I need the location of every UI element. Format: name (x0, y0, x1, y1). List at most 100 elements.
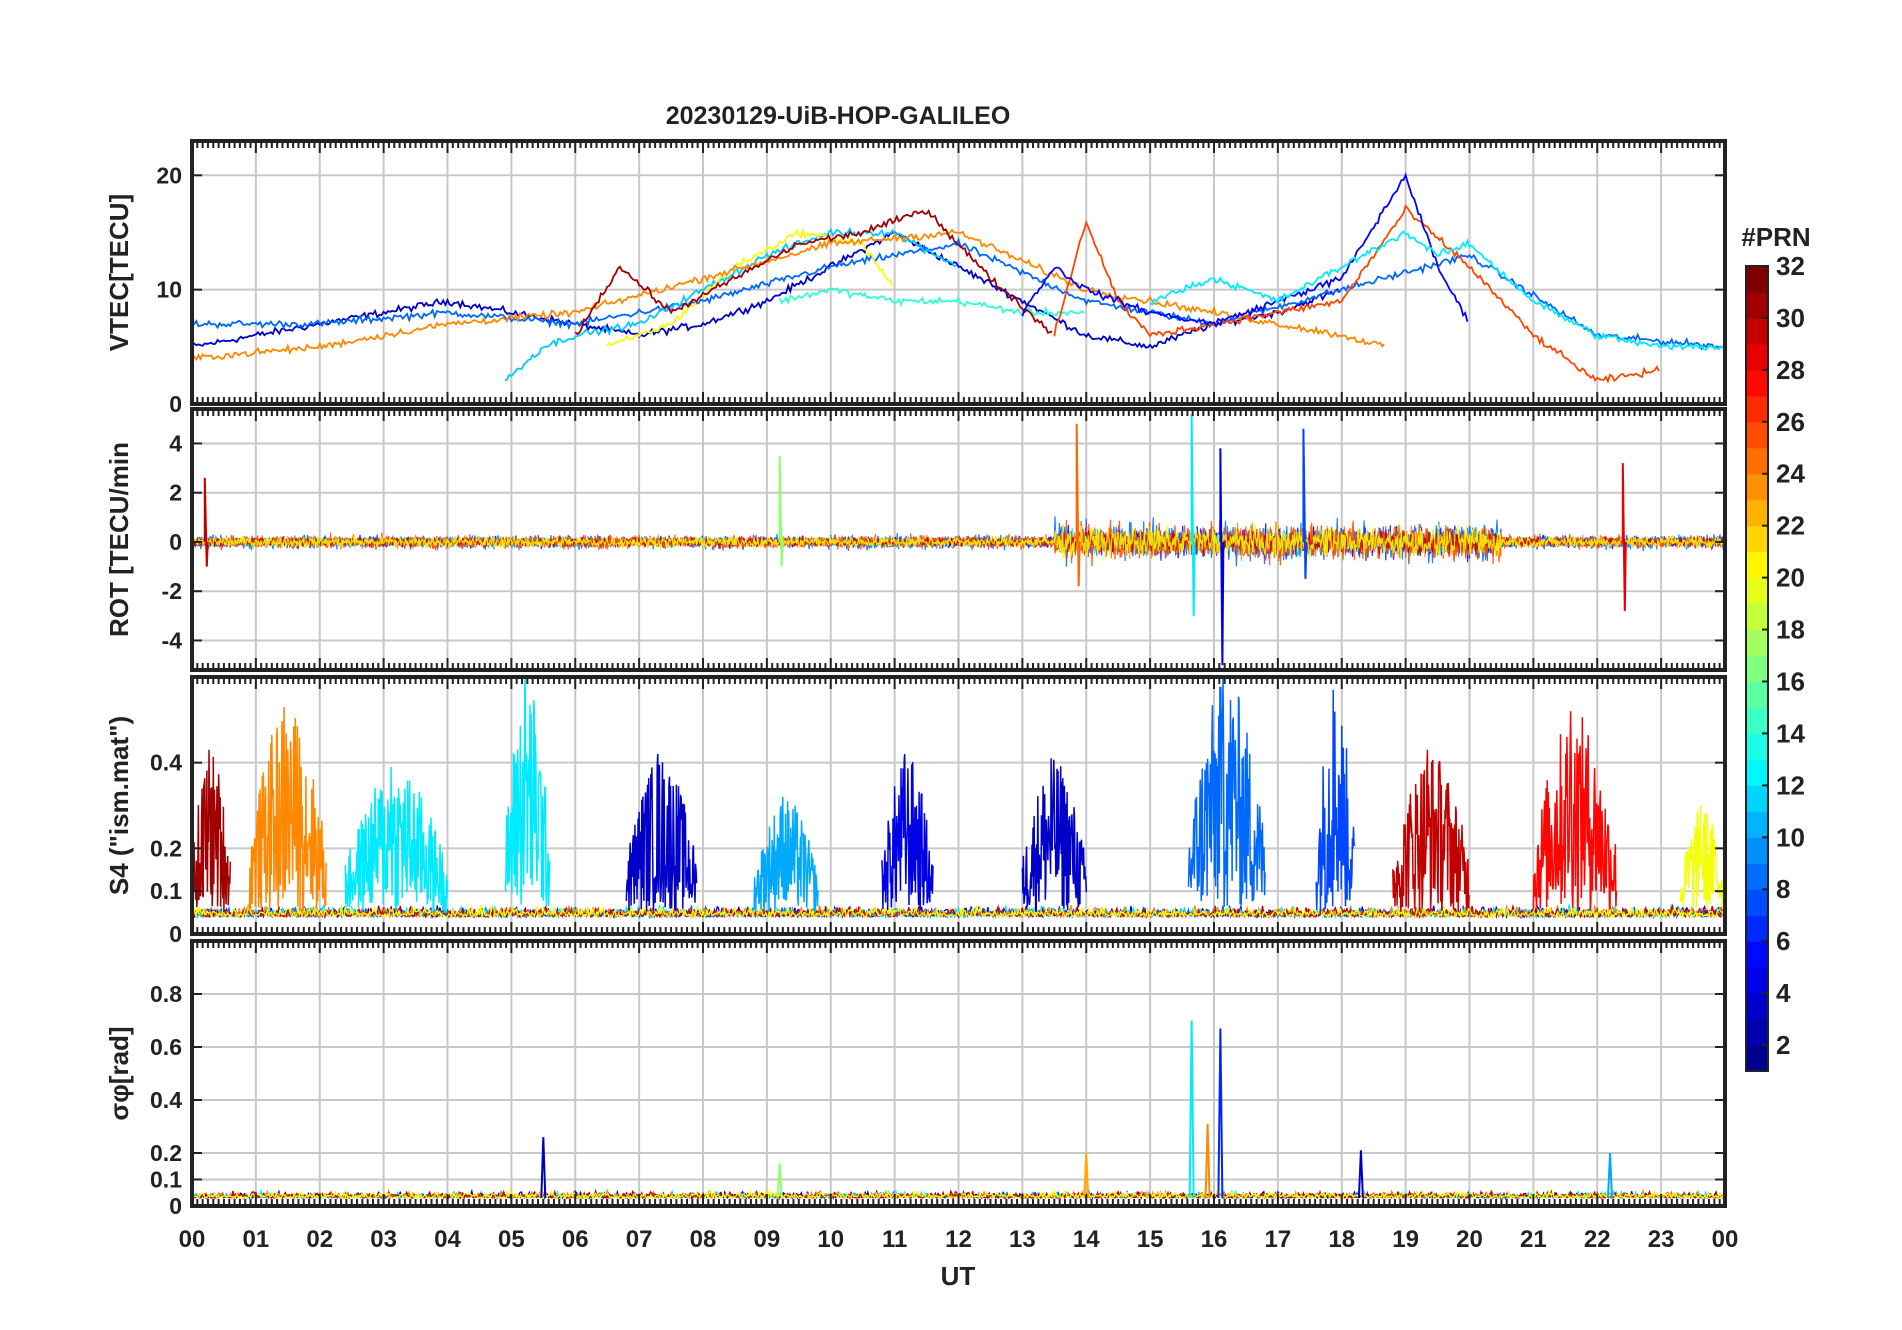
rot-spike (1302, 428, 1308, 579)
vtec-series (192, 228, 1385, 362)
colorbar-tick-label: 18 (1776, 615, 1805, 645)
s4-series (192, 903, 1725, 920)
s4-burst (1021, 758, 1088, 913)
x-tick-label: 00 (179, 1226, 206, 1253)
colorbar-tick-label: 10 (1776, 822, 1805, 852)
colorbar-tick-label: 2 (1776, 1030, 1790, 1060)
colorbar-segment (1746, 551, 1768, 579)
colorbar-segment (1746, 1019, 1768, 1046)
x-tick-label: 16 (1201, 1226, 1228, 1253)
rot-spike (1621, 463, 1627, 611)
vtec-series (192, 236, 1723, 351)
vtec-series (192, 231, 1341, 350)
y-tick-label: 0.2 (150, 835, 182, 861)
colorbar-segment (1746, 655, 1768, 683)
x-tick-label: 00 (1712, 1226, 1739, 1253)
grid (192, 141, 1725, 404)
x-tick-label: 23 (1648, 1226, 1675, 1253)
colorbar-segment (1746, 863, 1768, 890)
x-tick-label: 08 (690, 1226, 717, 1253)
x-tick-label: 18 (1328, 1226, 1355, 1253)
colorbar-tick-label: 26 (1776, 407, 1805, 437)
rot-spike (1190, 413, 1196, 616)
y-tick-label: 20 (156, 162, 182, 188)
vtec-series (1149, 230, 1724, 351)
colorbar-segment (1746, 343, 1768, 371)
colorbar-segment (1746, 837, 1768, 864)
colorbar-segment (1746, 941, 1768, 968)
colorbar-segment (1746, 369, 1768, 397)
sigma-spike (1083, 1152, 1090, 1199)
y-tick-label: 0.2 (150, 1140, 182, 1166)
colorbar-segment (1746, 395, 1768, 423)
y-tick-label: -2 (162, 578, 182, 604)
colorbar-tick-label: 8 (1776, 874, 1790, 904)
x-tick-label: 14 (1073, 1226, 1100, 1253)
sigma-spike (540, 1137, 547, 1199)
rot-spike (1219, 448, 1225, 666)
y-tick-label: 0.4 (150, 750, 182, 776)
y-axis-label: ROT [TECU/min (104, 442, 134, 637)
colorbar-segment (1746, 707, 1768, 735)
panel-2: -4 -2 0 2 4 ROT [TECU/min (104, 407, 1727, 672)
colorbar-segment (1746, 291, 1768, 319)
x-tick-label: 02 (306, 1226, 333, 1253)
colorbar-segment (1746, 266, 1768, 293)
s4-burst (344, 766, 449, 913)
colorbar-tick-label: 24 (1776, 459, 1805, 489)
colorbar-tick-label: 4 (1776, 978, 1791, 1008)
s4-burst (504, 677, 551, 907)
colorbar-segment (1746, 681, 1768, 709)
y-tick-label: 0 (169, 529, 182, 555)
chart-title: 20230129-UiB-HOP-GALILEO (666, 102, 1011, 130)
colorbar-tick-label: 6 (1776, 926, 1790, 956)
vtec-series (778, 287, 1085, 318)
y-tick-label: 0.8 (150, 981, 182, 1007)
colorbar-segment (1746, 1045, 1768, 1072)
vtec-series (574, 208, 1053, 336)
s4-burst (881, 754, 934, 911)
colorbar-segment (1746, 967, 1768, 994)
s4-burst (248, 706, 327, 913)
y-tick-label: 0.6 (150, 1034, 182, 1060)
y-axis-label: σφ[rad] (104, 1026, 134, 1120)
panel-frame (190, 407, 1727, 672)
x-tick-label: 20 (1456, 1226, 1483, 1253)
rot-series (192, 522, 1725, 559)
colorbar-segment (1746, 447, 1768, 475)
rot-spike (778, 455, 784, 567)
colorbar-tick-label: 22 (1776, 511, 1805, 541)
panel-1: 0 10 20 VTEC[TECU] (104, 139, 1727, 417)
colorbar-segment (1746, 629, 1768, 657)
colorbar-segment (1746, 785, 1768, 812)
x-tick-label: 03 (370, 1226, 397, 1253)
y-tick-label: 0 (169, 1193, 182, 1219)
s4-burst (1532, 711, 1618, 911)
sigma-spike (1188, 1020, 1195, 1199)
colorbar-segment (1746, 525, 1768, 553)
sigma-spike (776, 1163, 783, 1199)
colorbar-segment (1746, 499, 1768, 527)
colorbar-tick-label: 28 (1776, 355, 1805, 385)
panel-4: 00.10.2 0.4 0.6 0.8 σφ[rad] (104, 939, 1727, 1219)
rot-spike (203, 477, 209, 567)
plot-area (192, 413, 1725, 666)
grid (192, 941, 1725, 1206)
colorbar-segment (1746, 915, 1768, 942)
colorbar-tick-label: 14 (1776, 718, 1805, 748)
panel-frame (190, 939, 1727, 1208)
y-tick-label: 0.1 (150, 878, 182, 904)
panel-frame (190, 675, 1727, 936)
x-tick-label: 01 (243, 1226, 270, 1253)
panel-3: 0 0.1 0.2 0.4 S4 ("ism.mat") (104, 675, 1727, 947)
y-tick-label: 10 (156, 277, 182, 303)
colorbar-segment (1746, 993, 1768, 1020)
vtec-series (504, 226, 957, 382)
sigma-spike (1217, 1028, 1224, 1199)
colorbar-segment (1746, 421, 1768, 449)
colorbar-tick-label: 32 (1776, 251, 1805, 281)
sigma-spike (1204, 1123, 1211, 1199)
colorbar-tick-label: 12 (1776, 770, 1805, 800)
